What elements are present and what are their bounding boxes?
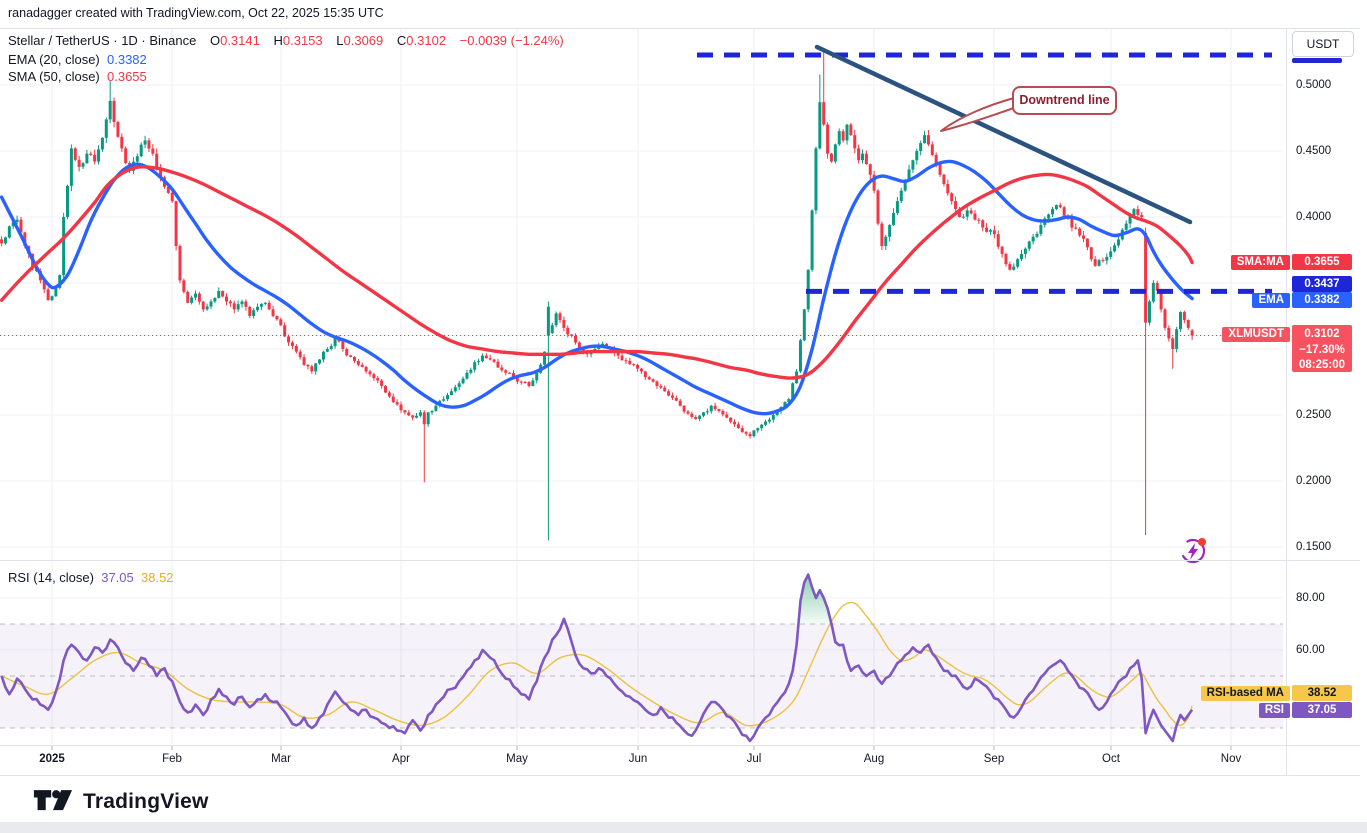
- ohlc-close-label: C: [396, 33, 407, 48]
- downtrend-callout[interactable]: Downtrend line: [1012, 86, 1117, 115]
- time-tick-Nov: Nov: [1220, 753, 1242, 765]
- ohlc-open-value: 0.3141: [220, 33, 260, 48]
- sma50-line[interactable]: [0, 165, 1194, 380]
- rsi-overbought-fill: [798, 574, 834, 624]
- rsi-ma-axis-value: 38.52: [1292, 685, 1352, 701]
- ema-legend[interactable]: EMA (20, close) 0.3382: [8, 52, 147, 67]
- candlestick-series: [0, 52, 1194, 541]
- time-tick-2025: 2025: [39, 753, 65, 765]
- last-price-change: −17.30%: [1299, 343, 1345, 356]
- price-tick-0.2000: 0.2000: [1296, 475, 1332, 487]
- symbol-title: Stellar / TetherUS · 1D · Binance: [8, 33, 197, 48]
- chart-canvas[interactable]: [0, 0, 1367, 805]
- level-axis-marker: [1292, 58, 1342, 63]
- chart-top-border: [0, 28, 1360, 29]
- price-tick-0.4000: 0.4000: [1296, 211, 1332, 223]
- ema20-line[interactable]: [0, 159, 1194, 416]
- last-price-value: 0.3102: [1304, 328, 1340, 340]
- ohlc-high-value: 0.3153: [282, 33, 323, 48]
- price-tick-0.1500: 0.1500: [1296, 541, 1332, 553]
- price-tick-0.4500: 0.4500: [1296, 145, 1332, 157]
- time-tick-Mar: Mar: [271, 753, 291, 765]
- tradingview-logo-icon: [33, 790, 73, 811]
- rsi-band: [0, 623, 1283, 729]
- ema-axis-value: 0.3382: [1292, 292, 1352, 308]
- level-axis-value: 0.3437: [1292, 276, 1352, 292]
- time-tick-Oct: Oct: [1102, 753, 1120, 765]
- time-tick-Aug: Aug: [863, 753, 885, 765]
- time-tick-Jun: Jun: [628, 753, 648, 765]
- rsi-legend-label: RSI (14, close): [8, 570, 94, 585]
- downtrend-trendline[interactable]: [814, 44, 1193, 225]
- ohlc-high-label: H: [273, 33, 283, 48]
- last-price-axis-box: 0.3102 −17.30% 08:25:00: [1292, 325, 1352, 372]
- sma-legend[interactable]: SMA (50, close) 0.3655: [8, 69, 147, 84]
- sma-legend-value: 0.3655: [107, 69, 147, 84]
- sma-axis-label: SMA:MA: [1230, 255, 1290, 270]
- symbol-legend[interactable]: Stellar / TetherUS · 1D · Binance O0.314…: [8, 33, 564, 48]
- symbol-axis-label: XLMUSDT: [1222, 327, 1290, 342]
- time-tick-Sep: Sep: [983, 753, 1005, 765]
- pane-separator[interactable]: [0, 560, 1360, 561]
- time-tick-Apr: Apr: [392, 753, 410, 765]
- time-tick-May: May: [506, 753, 528, 765]
- rsi-ma-axis-label: RSI-based MA: [1200, 686, 1290, 701]
- rsi-ma-legend-value: 38.52: [141, 570, 174, 585]
- bottom-strip: [0, 822, 1367, 833]
- time-tick-Jul: Jul: [746, 753, 762, 765]
- ohlc-low-label: L: [336, 33, 344, 48]
- tradingview-logo[interactable]: TradingView: [33, 789, 209, 815]
- time-axis-separator: [0, 745, 1360, 746]
- tradingview-logo-text: TradingView: [83, 790, 209, 813]
- bar-countdown: 08:25:00: [1298, 359, 1346, 371]
- sma-axis-value: 0.3655: [1292, 254, 1352, 270]
- rsi-legend[interactable]: RSI (14, close) 37.05 38.52: [8, 570, 174, 585]
- ema-axis-label: EMA: [1252, 293, 1290, 308]
- callout-tail: [940, 97, 1015, 132]
- sma-legend-label: SMA (50, close): [8, 69, 100, 84]
- price-tick-0.5000: 0.5000: [1296, 79, 1332, 91]
- rsi-tick-80.00: 80.00: [1296, 592, 1325, 604]
- rsi-line[interactable]: [0, 573, 1194, 743]
- currency-toggle-button[interactable]: USDT: [1292, 31, 1354, 57]
- price-tick-0.2500: 0.2500: [1296, 409, 1332, 421]
- ohlc-low-value: 0.3069: [343, 33, 384, 48]
- gridlines: [0, 28, 1283, 745]
- flash-boost-icon[interactable]: [1178, 536, 1209, 567]
- ohlc-close-value: 0.3102: [406, 33, 447, 48]
- chart-credit-text: ranadagger created with TradingView.com,…: [8, 6, 384, 20]
- price-axis-separator[interactable]: [1286, 28, 1287, 775]
- chart-bottom-border: [0, 775, 1360, 776]
- rsi-axis-label: RSI: [1258, 703, 1290, 718]
- time-tick-Feb: Feb: [162, 753, 182, 765]
- ohlc-open-label: O: [209, 33, 221, 48]
- rsi-axis-value: 37.05: [1292, 702, 1352, 718]
- ohlc-change-value: −0.0039 (−1.24%): [459, 33, 564, 48]
- rsi-tick-60.00: 60.00: [1296, 644, 1325, 656]
- ema-legend-value: 0.3382: [107, 52, 147, 67]
- rsi-legend-value: 37.05: [101, 570, 134, 585]
- ema-legend-label: EMA (20, close): [8, 52, 100, 67]
